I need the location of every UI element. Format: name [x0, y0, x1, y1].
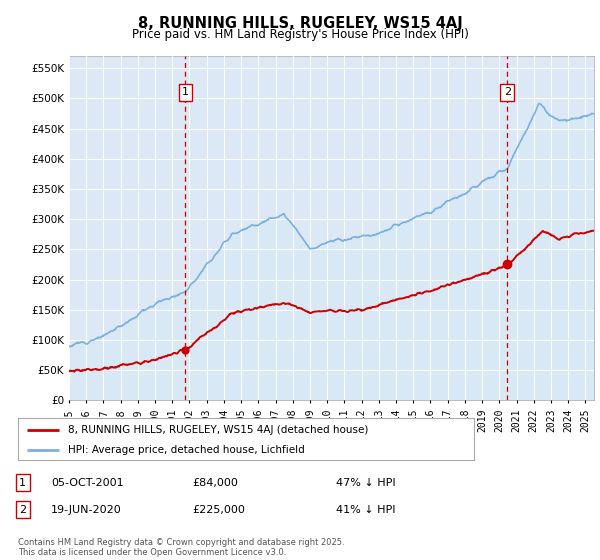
Text: 41% ↓ HPI: 41% ↓ HPI [336, 505, 395, 515]
Text: 19-JUN-2020: 19-JUN-2020 [51, 505, 122, 515]
Text: 47% ↓ HPI: 47% ↓ HPI [336, 478, 395, 488]
Text: 1: 1 [19, 478, 26, 488]
Text: 2: 2 [503, 87, 511, 97]
Text: 1: 1 [182, 87, 189, 97]
Text: 8, RUNNING HILLS, RUGELEY, WS15 4AJ: 8, RUNNING HILLS, RUGELEY, WS15 4AJ [137, 16, 463, 31]
Text: Contains HM Land Registry data © Crown copyright and database right 2025.
This d: Contains HM Land Registry data © Crown c… [18, 538, 344, 557]
Text: Price paid vs. HM Land Registry's House Price Index (HPI): Price paid vs. HM Land Registry's House … [131, 28, 469, 41]
Text: 8, RUNNING HILLS, RUGELEY, WS15 4AJ (detached house): 8, RUNNING HILLS, RUGELEY, WS15 4AJ (det… [68, 425, 368, 435]
Text: HPI: Average price, detached house, Lichfield: HPI: Average price, detached house, Lich… [68, 445, 305, 455]
Text: 05-OCT-2001: 05-OCT-2001 [51, 478, 124, 488]
Text: £225,000: £225,000 [192, 505, 245, 515]
Text: 2: 2 [19, 505, 26, 515]
Text: £84,000: £84,000 [192, 478, 238, 488]
